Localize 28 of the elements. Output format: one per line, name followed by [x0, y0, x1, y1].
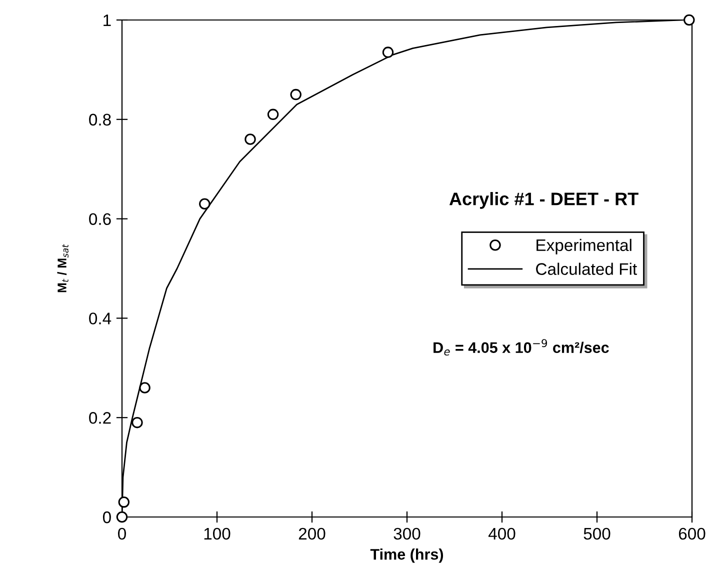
point — [244, 134, 256, 145]
x-tick-label: 600 — [678, 528, 706, 540]
y-tick-label: 0 — [102, 511, 111, 524]
point — [118, 496, 130, 508]
y-tick-label: 0.2 — [89, 412, 111, 424]
point — [290, 88, 302, 100]
point — [132, 416, 143, 428]
x-axis-title: Time (hrs) — [370, 548, 444, 563]
text: Acrylic #1 - DEET - RT — [449, 192, 638, 209]
annotation: D$_{e}$ = 4.05 x 10$^{−9}$ cm²/sec — [434, 339, 609, 356]
y-tick-label: 1 — [104, 14, 111, 26]
point — [382, 46, 394, 58]
x-tick-label: 500 — [584, 528, 610, 540]
x-tick-label: 0 — [118, 528, 126, 540]
y-tick-label: 0.4 — [89, 312, 112, 324]
x-tick-label: 200 — [298, 528, 326, 540]
point — [684, 14, 695, 26]
point — [199, 198, 210, 210]
y-tick-label: 0.8 — [89, 114, 111, 126]
x-tick-label: 400 — [488, 528, 516, 540]
x-tick-label: 300 — [394, 528, 420, 540]
y-axis-title: M$_{t}$ / M$_{sat}$ — [57, 244, 68, 292]
x-tick-label: 100 — [204, 528, 230, 540]
point — [139, 382, 150, 394]
legend-label: Calculated Fit — [536, 262, 637, 275]
point — [267, 108, 279, 120]
y-tick-label: 0.6 — [89, 213, 111, 226]
legend-label: Experimental — [536, 238, 632, 254]
